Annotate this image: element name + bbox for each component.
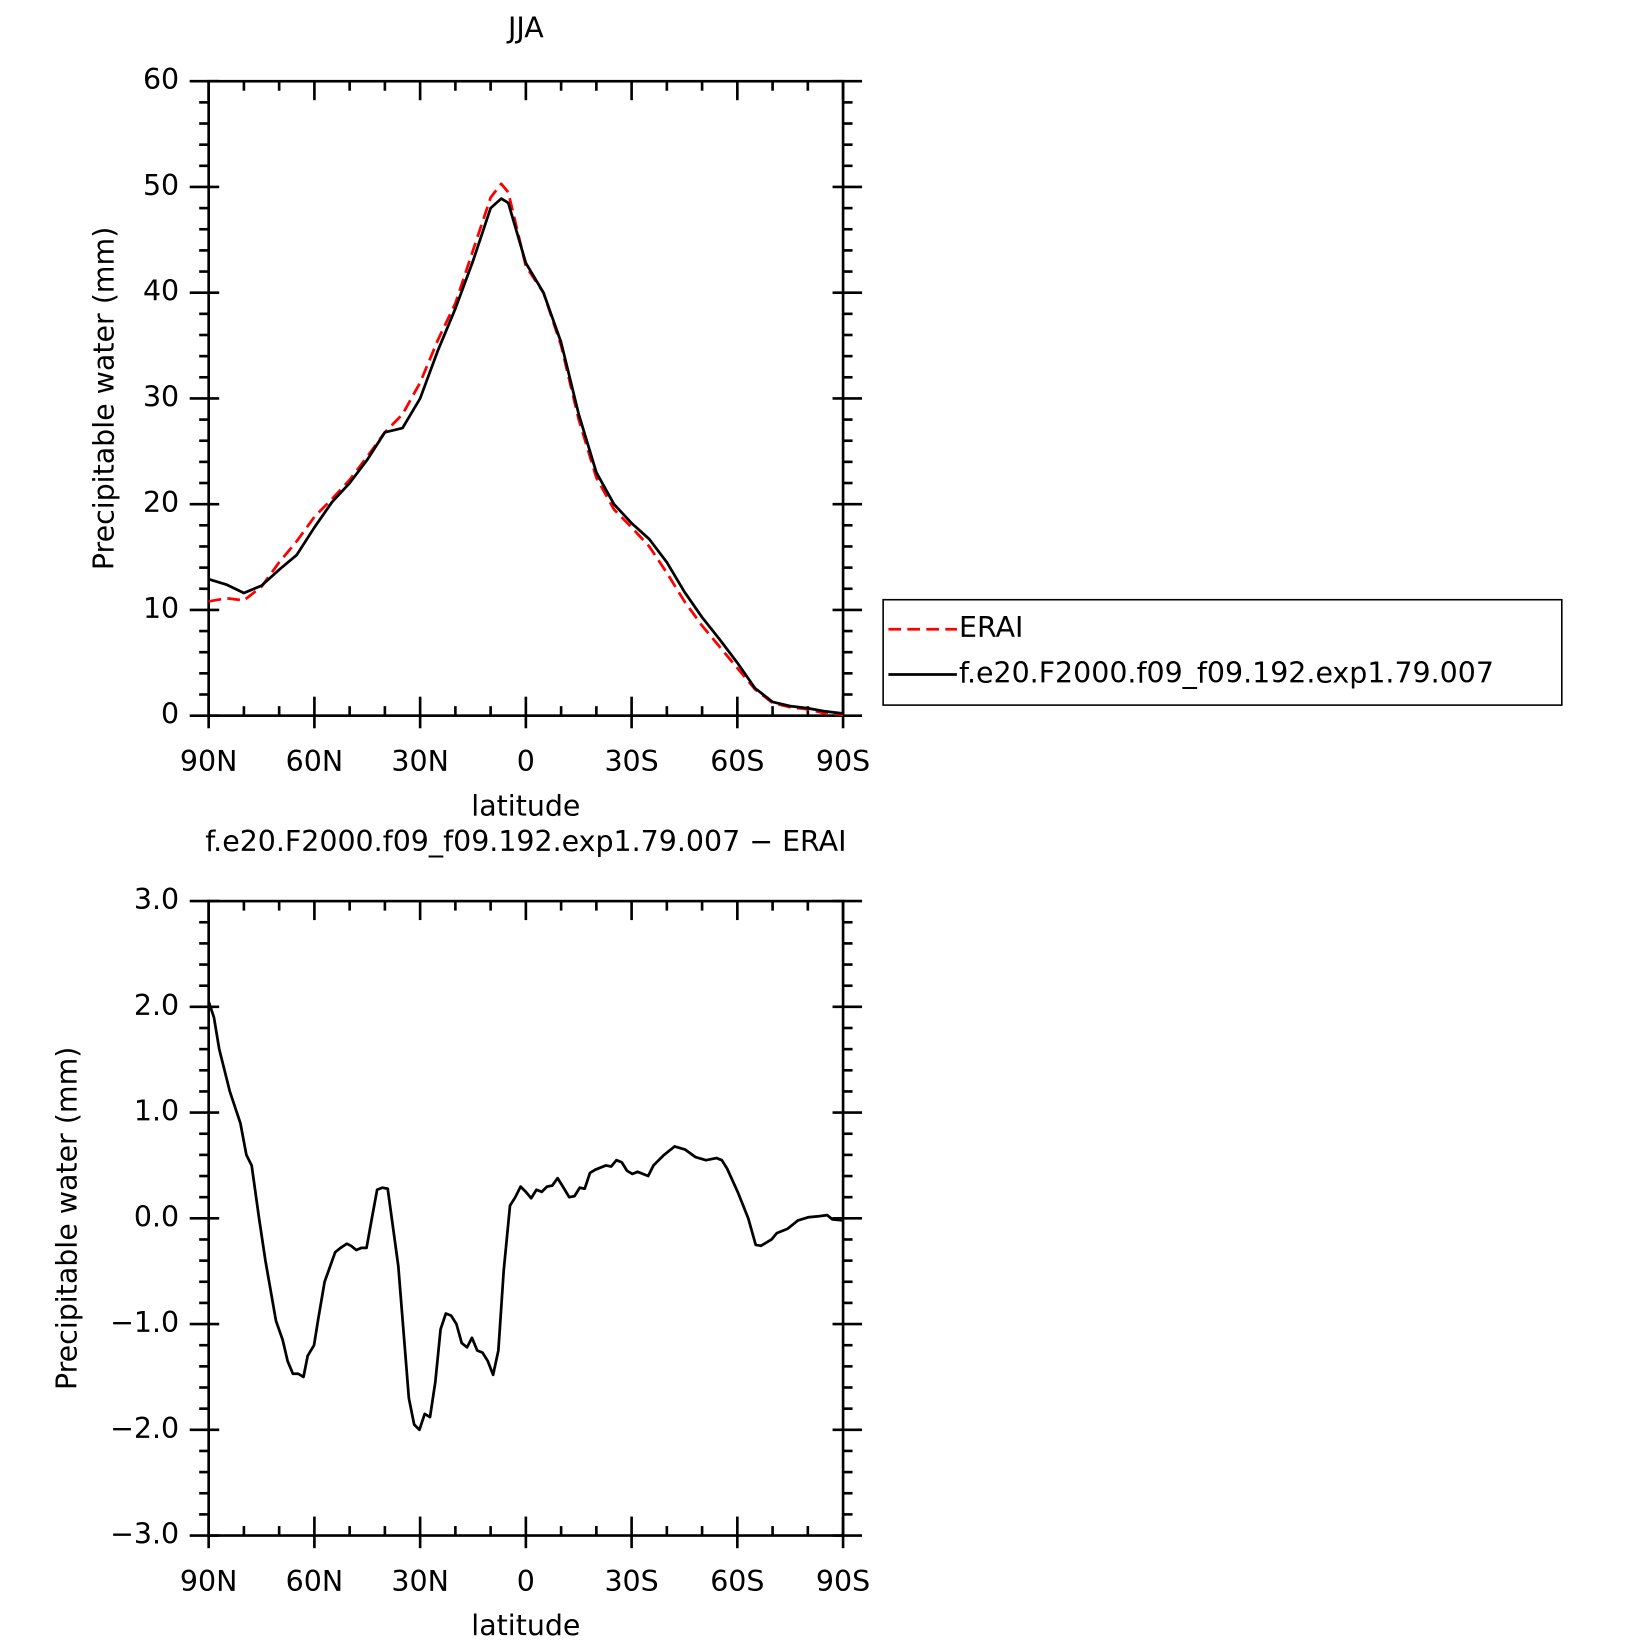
x-tick-label: 90N (180, 745, 237, 778)
x-tick-label: 90N (180, 1565, 237, 1598)
y-tick-label: 0.0 (134, 1200, 179, 1233)
series-line (207, 1001, 844, 1432)
y-tick-label: 0 (161, 698, 179, 731)
legend-label: ERAI (959, 611, 1023, 644)
y-tick-label: −3.0 (110, 1518, 179, 1551)
y-tick-label: 10 (143, 592, 179, 625)
x-tick-label: 60S (710, 745, 764, 778)
x-tick-label: 60N (286, 1565, 343, 1598)
y-tick-label: −1.0 (110, 1306, 179, 1339)
y-axis-label: Precipitable water (mm) (50, 1047, 83, 1390)
x-axis-label: latitude (471, 789, 580, 822)
y-axis-label: Precipitable water (mm) (87, 227, 120, 570)
y-tick-label: 20 (143, 486, 179, 519)
y-tick-label: 1.0 (134, 1095, 179, 1128)
x-tick-label: 90S (816, 1565, 870, 1598)
x-tick-label: 60S (710, 1565, 764, 1598)
x-tick-label: 90S (816, 745, 870, 778)
plot-frame (207, 79, 845, 717)
legend-label: f.e20.F2000.f09_f09.192.exp1.79.007 (959, 657, 1494, 690)
legend-box (882, 598, 1563, 706)
x-tick-label: 60N (286, 745, 343, 778)
x-axis-label: latitude (471, 1609, 580, 1641)
x-tick-label: 30N (391, 745, 448, 778)
chart-title: f.e20.F2000.f09_f09.192.exp1.79.007 − ER… (205, 825, 846, 858)
x-tick-label: 30S (604, 1565, 658, 1598)
chart-title: JJA (506, 12, 544, 45)
series-line (208, 197, 844, 715)
y-tick-label: 60 (143, 63, 179, 96)
y-tick-label: 3.0 (134, 883, 179, 916)
y-tick-label: 2.0 (134, 989, 179, 1022)
y-tick-label: −2.0 (110, 1412, 179, 1445)
y-tick-label: 30 (143, 380, 179, 413)
x-tick-label: 0 (517, 745, 535, 778)
y-tick-label: 50 (143, 169, 179, 202)
x-tick-label: 30N (391, 1565, 448, 1598)
x-tick-label: 30S (604, 745, 658, 778)
y-tick-label: 40 (143, 275, 179, 308)
x-tick-label: 0 (517, 1565, 535, 1598)
